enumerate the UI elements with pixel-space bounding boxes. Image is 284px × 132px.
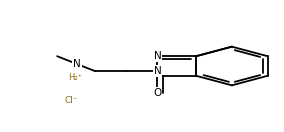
Text: H₂⁺: H₂⁺ — [68, 73, 83, 82]
Text: N: N — [154, 66, 161, 76]
Text: N: N — [73, 59, 81, 69]
Text: N: N — [154, 51, 161, 61]
Text: O: O — [153, 88, 162, 98]
Text: Cl⁻: Cl⁻ — [64, 96, 78, 105]
